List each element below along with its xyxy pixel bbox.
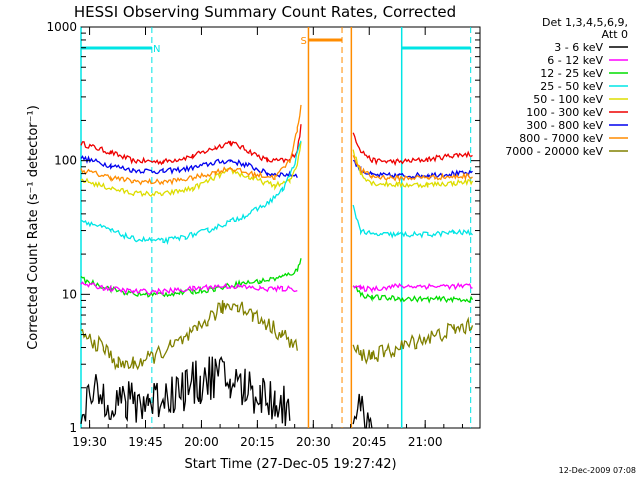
series-2-segment-0 — [80, 141, 302, 198]
x-axis-label: Start Time (27-Dec-05 19:27:42) — [184, 457, 396, 472]
legend-label-3: 25 - 50 keV — [540, 80, 603, 93]
y-tick-label-1: 10 — [62, 287, 77, 301]
x-tick-label-2: 20:00 — [184, 435, 219, 449]
x-tick-label-1: 19:45 — [128, 435, 163, 449]
legend-label-6: 300 - 800 keV — [526, 119, 603, 132]
series-8-segment-1 — [352, 393, 373, 429]
series-4-segment-1 — [352, 204, 473, 239]
flag-label-0: N — [153, 44, 160, 55]
legend-label-5: 100 - 300 keV — [526, 106, 603, 119]
series-7-segment-1 — [352, 316, 474, 365]
legend-label-0: 3 - 6 keV — [554, 41, 603, 54]
legend-title-1: Att 0 — [602, 28, 628, 41]
x-tick-label-6: 21:00 — [408, 435, 443, 449]
series-1-segment-1 — [352, 159, 473, 180]
series-7-segment-0 — [80, 300, 298, 371]
series-6-segment-1 — [352, 282, 473, 294]
series-4-segment-0 — [80, 140, 302, 245]
series-0-segment-1 — [352, 132, 473, 167]
series-8-segment-0 — [80, 355, 291, 427]
legend-label-2: 12 - 25 keV — [540, 67, 603, 80]
timestamp: 12-Dec-2009 07:08 — [559, 466, 636, 475]
x-tick-label-0: 19:30 — [72, 435, 107, 449]
x-tick-label-3: 20:15 — [240, 435, 275, 449]
flag-label-2: S — [300, 36, 306, 47]
y-tick-label-3: 1000 — [46, 20, 77, 34]
series-3-segment-0 — [80, 104, 302, 186]
series-1-segment-0 — [80, 155, 298, 178]
plot-frame — [80, 26, 481, 429]
y-axis-label: Corrected Count Rate (s⁻¹ detector⁻¹) — [26, 105, 41, 350]
series-5-segment-1 — [352, 285, 474, 304]
legend-label-4: 50 - 100 keV — [533, 93, 603, 106]
series-2-segment-1 — [352, 149, 474, 189]
chart-title: HESSI Observing Summary Count Rates, Cor… — [74, 3, 456, 21]
x-tick-label-4: 20:30 — [296, 435, 331, 449]
series-0-segment-0 — [80, 124, 302, 166]
y-tick-label-0: 1 — [69, 421, 77, 435]
series-3-segment-1 — [352, 155, 473, 183]
legend-label-8: 7000 - 20000 keV — [505, 145, 603, 158]
series-6-segment-0 — [80, 281, 298, 296]
x-tick-label-5: 20:45 — [352, 435, 387, 449]
legend-title-0: Det 1,3,4,5,6,9, — [542, 16, 628, 29]
legend-label-1: 6 - 12 keV — [547, 54, 603, 67]
legend-label-7: 800 - 7000 keV — [519, 132, 603, 145]
series-5-segment-0 — [80, 258, 302, 298]
y-tick-label-2: 100 — [54, 154, 77, 168]
